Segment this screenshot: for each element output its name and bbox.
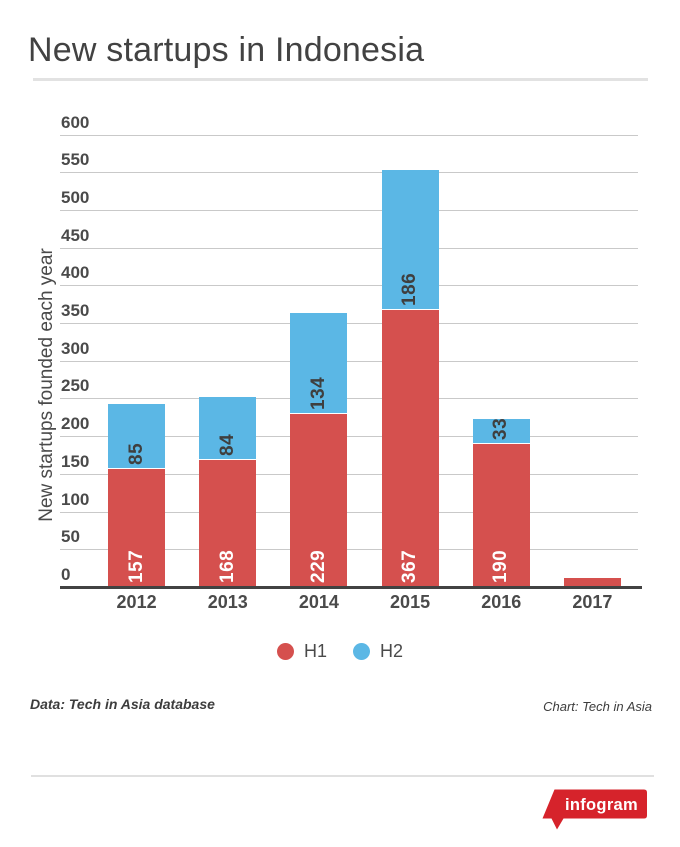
y-axis-tick-label: 500	[61, 187, 90, 207]
infogram-logo-text: infogram	[565, 796, 638, 814]
legend-label-h1: H1	[303, 640, 327, 661]
bar-value-2014-h2: 134	[307, 377, 329, 411]
y-axis-tick-label: 200	[61, 414, 90, 434]
x-axis-label-2016: 2016	[481, 592, 522, 612]
gridline-450	[60, 247, 638, 249]
bar-2012-h1[interactable]	[108, 468, 166, 586]
data-source-note: Data: Tech in Asia database	[30, 696, 215, 712]
y-axis-tick-label: 550	[61, 150, 90, 170]
bar-value-2016-h2: 33	[490, 417, 512, 440]
y-axis-tick-label: 150	[61, 451, 90, 471]
bar-2014-h1[interactable]	[290, 414, 348, 586]
legend-label-h2: H2	[380, 640, 404, 661]
legend-item-h2[interactable]: H2	[353, 641, 403, 662]
gridline-400	[60, 285, 638, 287]
x-axis-label-2012: 2012	[116, 592, 157, 612]
bar-2015-h2[interactable]	[381, 169, 439, 310]
y-axis-tick-label: 300	[61, 338, 90, 358]
chart-title: New startups in Indonesia	[28, 31, 425, 69]
y-axis-tick-label: 100	[61, 489, 90, 509]
gridline-250	[60, 398, 638, 400]
title-divider	[33, 78, 648, 81]
bar-2015-h1[interactable]	[381, 310, 439, 586]
gridline-50	[60, 549, 638, 551]
bar-2016-h2[interactable]	[472, 418, 530, 443]
bar-value-2013-h1: 168	[216, 549, 238, 583]
x-axis-label-2017: 2017	[572, 592, 613, 612]
gridline-200	[60, 436, 638, 438]
y-axis-tick-label: 250	[61, 376, 90, 396]
x-axis-baseline	[60, 586, 642, 589]
bar-2012-h2[interactable]	[108, 404, 166, 468]
bar-value-2016-h1: 190	[490, 549, 512, 583]
bar-2013-h2[interactable]	[199, 396, 257, 460]
x-axis-label-2015: 2015	[390, 592, 431, 612]
legend-item-h1[interactable]: H1	[276, 640, 327, 662]
bar-2017-h1[interactable]	[563, 577, 621, 586]
y-axis-tick-label: 400	[61, 263, 90, 283]
y-axis-tick-label: 450	[61, 225, 90, 245]
bar-value-2014-h1: 229	[307, 549, 329, 583]
plot-area: 0 50 100 150 200 250 300 350 400 450 500 550 600 157 8…	[60, 112, 642, 612]
y-axis-tick-label: 350	[61, 301, 90, 321]
y-axis-tick-label: 600	[61, 112, 90, 132]
infogram-logo[interactable]: infogram	[541, 786, 651, 832]
gridline-300	[60, 360, 638, 362]
bar-value-2012-h2: 85	[125, 442, 147, 465]
x-axis-label-2014: 2014	[298, 592, 339, 612]
gridline-600	[60, 134, 638, 136]
y-axis-tick-label: 50	[61, 527, 80, 547]
bar-2016-h1[interactable]	[472, 443, 530, 586]
legend-dot-h2-icon	[353, 642, 370, 660]
footer-divider	[31, 775, 654, 777]
bar-2014-h2[interactable]	[290, 313, 348, 414]
gridline-350	[60, 323, 638, 325]
y-axis-tick-label: 0	[61, 565, 71, 584]
bar-2013-h1[interactable]	[199, 460, 257, 586]
bar-value-2015-h1: 367	[399, 549, 421, 583]
chart-legend: H1 H2	[0, 641, 680, 661]
gridline-150	[60, 473, 638, 475]
gridline-500	[60, 209, 638, 211]
legend-dot-h1-icon	[276, 642, 294, 660]
infogram-logo-bubble-icon: infogram	[542, 789, 647, 830]
gridline-100	[60, 511, 638, 513]
bar-value-2013-h2: 84	[216, 434, 238, 457]
bar-value-2012-h1: 157	[125, 549, 147, 583]
chart-credit-note: Chart: Tech in Asia	[543, 699, 652, 714]
gridline-550	[60, 172, 638, 174]
bar-value-2015-h2: 186	[399, 273, 421, 307]
x-axis-label-2013: 2013	[207, 592, 248, 612]
